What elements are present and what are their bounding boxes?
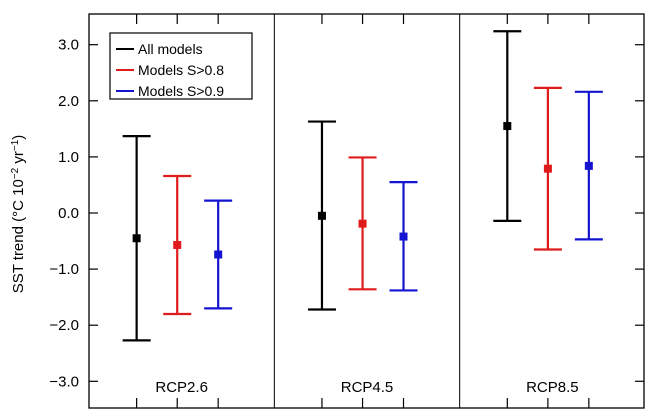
y-axis-label: SST trend (°C 10−2 yr−1) [10, 135, 28, 294]
errorbar-1-1 [348, 156, 377, 291]
y-tick-label: 2.0 [58, 93, 79, 110]
plot-border [88, 13, 645, 409]
mean-marker [317, 211, 326, 220]
y-tick-label: −1.0 [49, 261, 79, 278]
y-label-part: yr [10, 151, 27, 168]
errorbar-2-0 [204, 199, 233, 310]
legend-label: All models [138, 41, 203, 57]
errorbar-1-0 [163, 174, 192, 316]
errorbar-0-1 [307, 120, 336, 311]
legend-label: Models S>0.8 [138, 62, 224, 78]
mean-marker [173, 240, 182, 249]
y-label-superscript: −1 [10, 139, 21, 151]
y-tick-label: 0.0 [58, 205, 79, 222]
mean-marker [214, 250, 223, 259]
errorbar-1-2 [533, 86, 562, 251]
errorbar-0-2 [493, 30, 522, 222]
errorbar-2-1 [389, 181, 418, 292]
category-separators [273, 14, 461, 408]
mean-marker [358, 219, 367, 228]
category-label: RCP8.5 [526, 379, 579, 396]
mean-marker [399, 232, 408, 241]
mean-marker [503, 122, 512, 131]
legend: All models Models S>0.8 Models S>0.9 [109, 32, 253, 100]
axis-ticks: −3.0 −2.0 −1.0 0.0 1.0 2.0 3.0 [49, 14, 644, 408]
errorbar-2-2 [574, 90, 603, 241]
y-label-part: ) [10, 135, 27, 140]
category-label: RCP4.5 [341, 379, 394, 396]
y-label-part: SST trend (°C 10 [10, 179, 27, 293]
category-label: RCP2.6 [155, 379, 208, 396]
legend-box [109, 32, 253, 100]
mean-marker [132, 234, 141, 243]
y-tick-label: 3.0 [58, 37, 79, 54]
legend-label: Models S>0.9 [138, 83, 224, 99]
y-tick-label: −2.0 [49, 317, 79, 334]
y-tick-label: 1.0 [58, 149, 79, 166]
y-tick-label: −3.0 [49, 373, 79, 390]
y-label-superscript: −2 [10, 167, 21, 179]
mean-marker [543, 164, 552, 173]
error-bars [122, 30, 603, 342]
errorbar-0-0 [122, 135, 151, 342]
mean-marker [584, 161, 593, 170]
category-labels: RCP2.6 RCP4.5 RCP8.5 [155, 379, 578, 396]
plot-frame [88, 13, 645, 409]
